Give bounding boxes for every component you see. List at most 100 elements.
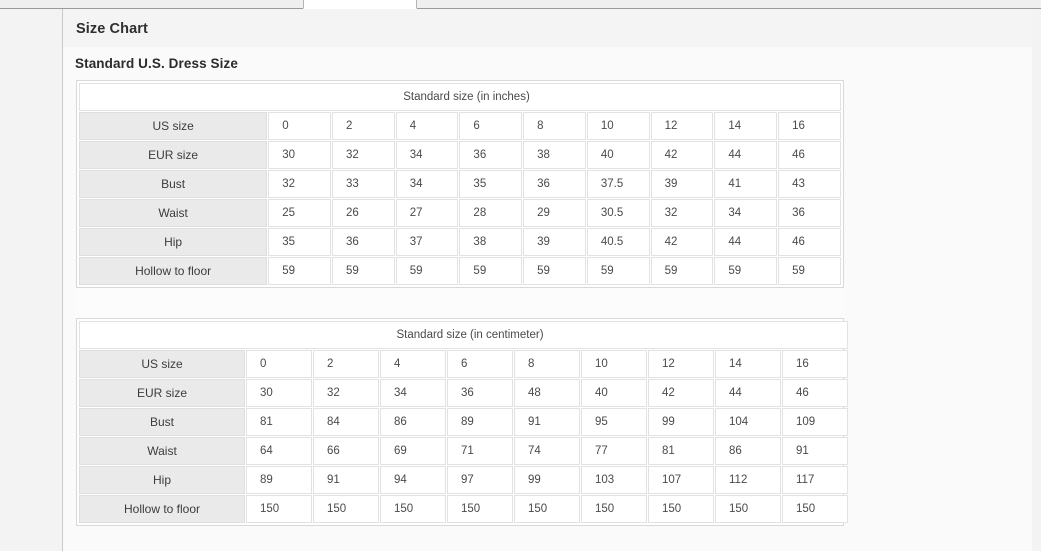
table-cell: 35 <box>459 170 523 198</box>
table-cell: 8 <box>523 112 586 140</box>
table-cell: 97 <box>447 466 513 494</box>
table-cell: 34 <box>395 141 459 169</box>
table-cell: 44 <box>715 379 781 407</box>
table-cell: 71 <box>447 437 513 465</box>
row-label: Waist <box>79 437 245 465</box>
table-cell: 77 <box>581 437 647 465</box>
table-cell: 150 <box>782 495 849 523</box>
table-cell: 2 <box>313 350 379 378</box>
row-label: EUR size <box>79 379 245 407</box>
size-table-inches: Standard size (in inches) US size 0 2 4 6 8 10 1… <box>78 82 842 286</box>
table-cell: 38 <box>459 228 523 256</box>
table-cell: 59 <box>714 257 778 285</box>
table-cell: 39 <box>650 170 714 198</box>
table-cell: 41 <box>714 170 778 198</box>
table-cell: 86 <box>715 437 781 465</box>
table-separator-band <box>76 288 844 318</box>
table-cell: 38 <box>523 141 586 169</box>
table-cell: 2 <box>331 112 395 140</box>
table-cell: 104 <box>715 408 781 436</box>
table-cell: 29 <box>523 199 586 227</box>
table-cell: 0 <box>268 112 331 140</box>
table-cell: 40 <box>586 141 650 169</box>
table-cell: 34 <box>380 379 446 407</box>
table-cell: 59 <box>650 257 714 285</box>
table-row: Waist 25 26 27 28 29 30.5 32 34 36 <box>79 199 841 227</box>
table-cell: 36 <box>778 199 841 227</box>
table-cell: 84 <box>313 408 379 436</box>
table-cell: 99 <box>648 408 714 436</box>
table-cell: 14 <box>715 350 781 378</box>
size-table-centimeter-wrapper: Standard size (in centimeter) US size 0 2 4 6… <box>76 318 849 526</box>
table-cell: 150 <box>447 495 513 523</box>
table-cell: 150 <box>380 495 446 523</box>
table-cell: 16 <box>782 350 849 378</box>
table-cell: 12 <box>648 350 714 378</box>
table-cell: 64 <box>246 437 312 465</box>
table-caption: Standard size (in centimeter) <box>79 321 849 349</box>
table-cell: 8 <box>514 350 580 378</box>
table-cell: 14 <box>714 112 778 140</box>
page-title: Size Chart <box>76 21 148 37</box>
row-label: EUR size <box>79 141 268 169</box>
table-cell: 32 <box>313 379 379 407</box>
table-cell: 69 <box>380 437 446 465</box>
table-caption: Standard size (in inches) <box>79 83 841 111</box>
table-cell: 16 <box>778 112 841 140</box>
table-row: EUR size 30 32 34 36 48 40 42 44 46 <box>79 379 849 407</box>
table-cell: 150 <box>514 495 580 523</box>
row-label: Hollow to floor <box>79 495 245 523</box>
browser-tab-strip <box>0 0 1041 9</box>
table-cell: 39 <box>523 228 586 256</box>
table-row: Hip 35 36 37 38 39 40.5 42 44 46 <box>79 228 841 256</box>
table-cell: 59 <box>331 257 395 285</box>
table-cell: 6 <box>459 112 523 140</box>
table-cell: 48 <box>514 379 580 407</box>
table-cell: 59 <box>523 257 586 285</box>
table-cell: 99 <box>514 466 580 494</box>
table-cell: 32 <box>331 141 395 169</box>
table-cell: 117 <box>782 466 849 494</box>
table-cell: 89 <box>447 408 513 436</box>
table-row: Waist 64 66 69 71 74 77 81 86 91 <box>79 437 849 465</box>
table-cell: 59 <box>586 257 650 285</box>
table-cell: 30 <box>246 379 312 407</box>
size-table-inches-body: Standard size (in inches) US size 0 2 4 6 8 10 1… <box>79 83 841 285</box>
table-cell: 0 <box>246 350 312 378</box>
section-title: Standard U.S. Dress Size <box>75 56 238 71</box>
table-cell: 37.5 <box>586 170 650 198</box>
table-cell: 81 <box>246 408 312 436</box>
table-cell: 12 <box>650 112 714 140</box>
table-cell: 150 <box>715 495 781 523</box>
table-cell: 34 <box>714 199 778 227</box>
table-cell: 46 <box>778 228 841 256</box>
table-cell: 150 <box>581 495 647 523</box>
table-cell: 81 <box>648 437 714 465</box>
table-cell: 30.5 <box>586 199 650 227</box>
row-label: Hip <box>79 466 245 494</box>
table-cell: 25 <box>268 199 331 227</box>
table-cell: 37 <box>395 228 459 256</box>
table-cell: 10 <box>581 350 647 378</box>
size-table-inches-wrapper: Standard size (in inches) US size 0 2 4 6 8 10 1… <box>76 80 844 288</box>
browser-tab-active[interactable] <box>303 0 417 9</box>
table-cell: 150 <box>246 495 312 523</box>
table-cell: 36 <box>447 379 513 407</box>
table-cell: 59 <box>778 257 841 285</box>
content-panel: Size Chart Standard U.S. Dress Size Stan… <box>62 9 1032 551</box>
table-cell: 34 <box>395 170 459 198</box>
title-band: Size Chart <box>63 9 1032 47</box>
table-cell: 4 <box>395 112 459 140</box>
table-row: US size 0 2 4 6 8 10 12 14 16 <box>79 112 841 140</box>
table-row: Hollow to floor 150 150 150 150 150 150 150 150 1… <box>79 495 849 523</box>
row-label: Bust <box>79 170 268 198</box>
table-cell: 91 <box>782 437 849 465</box>
table-cell: 30 <box>268 141 331 169</box>
table-cell: 89 <box>246 466 312 494</box>
table-cell: 32 <box>268 170 331 198</box>
row-label: US size <box>79 350 245 378</box>
table-cell: 150 <box>648 495 714 523</box>
row-label: Bust <box>79 408 245 436</box>
table-cell: 44 <box>714 141 778 169</box>
table-cell: 46 <box>778 141 841 169</box>
